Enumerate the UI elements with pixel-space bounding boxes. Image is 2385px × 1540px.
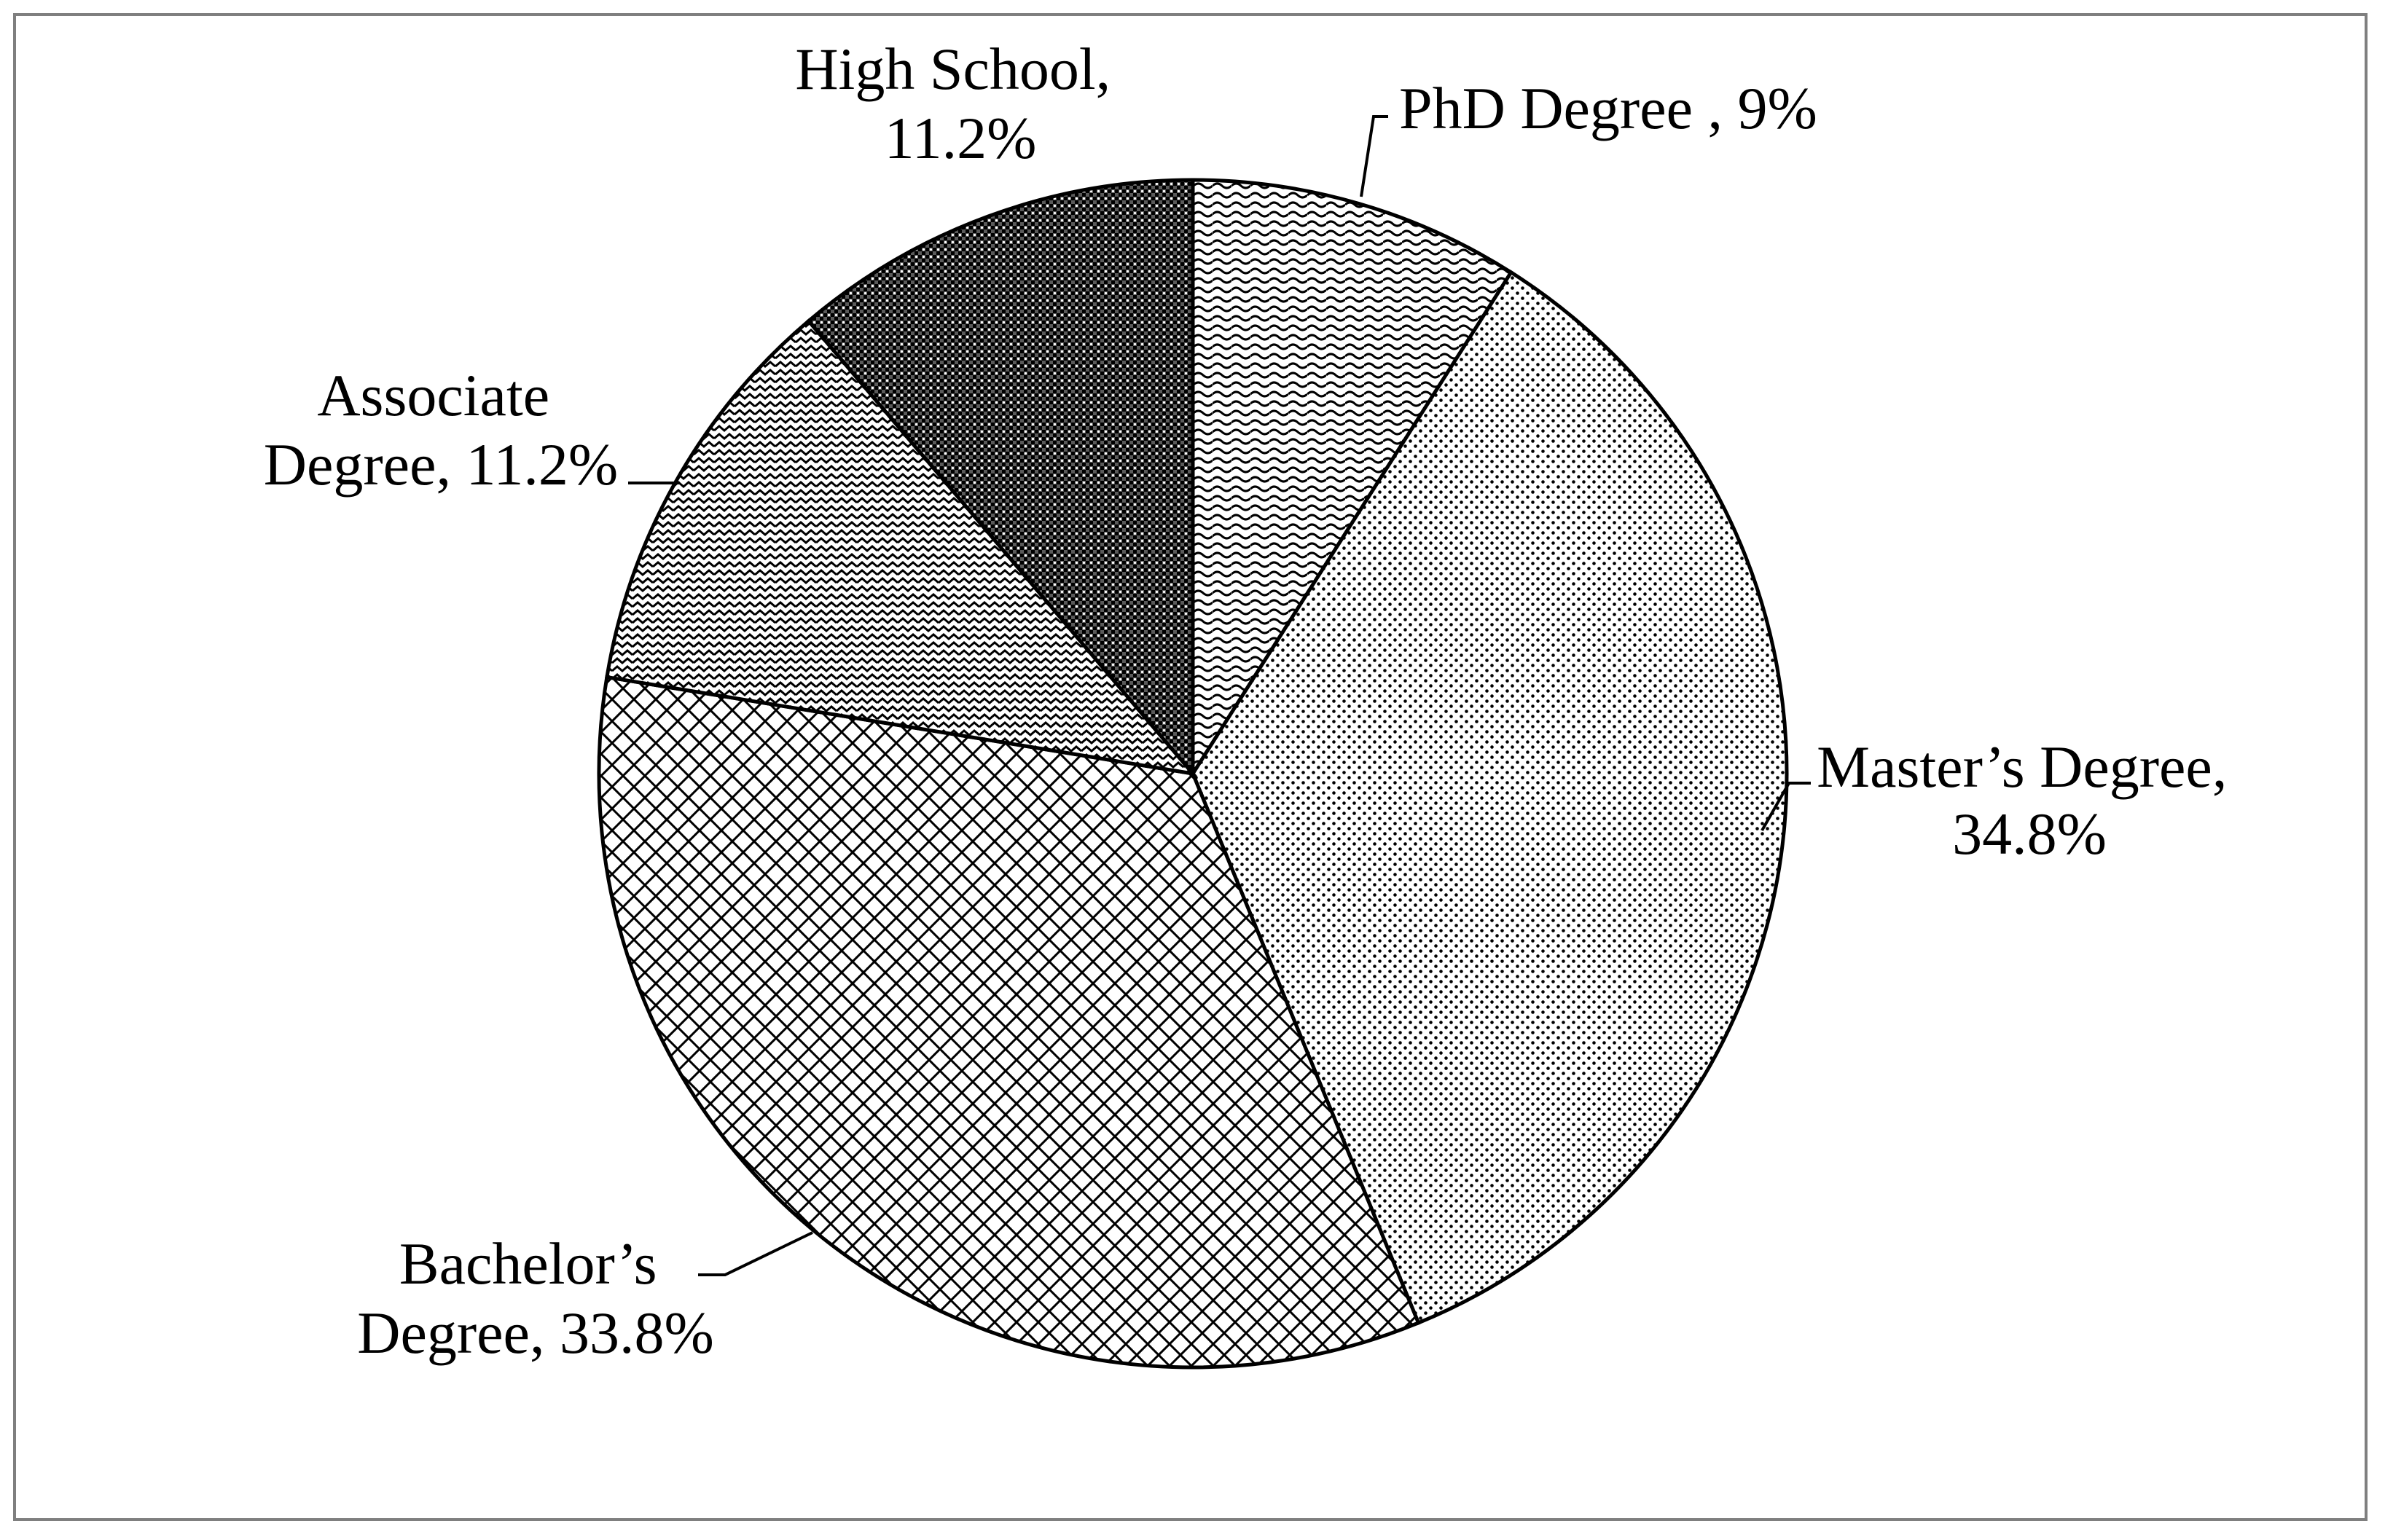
pie-slice-bachelor-s-degree [597,675,1421,1370]
label-masters: Master’s Degree, 34.8% [1817,734,2242,867]
pie-slice-high-school [806,178,1195,779]
leader-phd [1360,115,1388,197]
leader-lines [628,115,1811,1276]
label-high-school: High School, 11.2% [795,36,1125,171]
pie-slice-master-s-degree [1191,270,1789,1326]
pie-slice-associate-degree [604,318,1198,777]
label-phd: PhD Degree , 9% [1399,75,1817,141]
leader-masters [1761,782,1811,831]
label-associate: Associate Degree, 11.2% [264,362,618,498]
leader-bachelors [698,1231,813,1276]
pie-slice-phd-degree [1191,178,1514,780]
label-bachelors: Bachelor’s Degree, 33.8% [357,1230,714,1366]
